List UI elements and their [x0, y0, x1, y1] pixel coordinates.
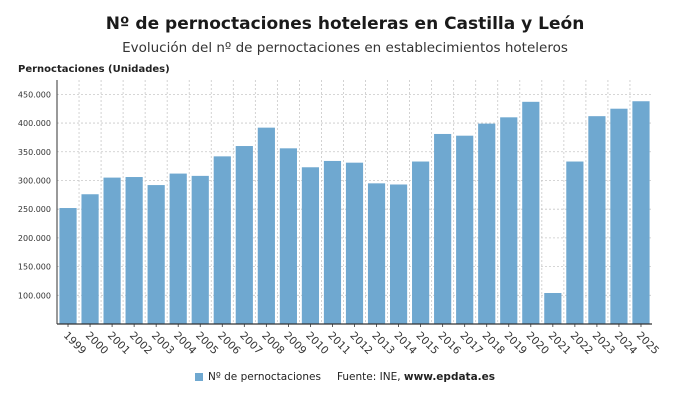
bar-2016	[434, 133, 452, 324]
bar-2003	[147, 185, 165, 324]
bar-2012	[345, 162, 364, 324]
bar-2023	[588, 116, 606, 325]
x-tick-label: 2012	[347, 330, 374, 357]
x-tick-label: 2005	[193, 330, 220, 357]
x-tick-label: 2009	[281, 330, 308, 357]
bar-2019	[500, 117, 518, 324]
x-tick-label: 2025	[634, 330, 661, 357]
bar-2002	[125, 177, 143, 324]
x-tick-label: 2021	[546, 330, 573, 357]
x-tick-label: 2008	[259, 330, 286, 357]
bar-2009	[279, 148, 297, 324]
y-axis-label: Pernoctaciones (Unidades)	[18, 64, 170, 75]
x-tick-label: 2014	[391, 330, 419, 358]
y-tick-label: 250.000	[18, 205, 51, 214]
x-tick-label: 2015	[413, 330, 440, 357]
x-tick-label: 1999	[61, 330, 88, 357]
bar-2013	[367, 183, 386, 324]
x-tick-label: 2006	[215, 330, 243, 358]
bar-2022	[566, 161, 584, 324]
bar-2015	[412, 161, 430, 324]
x-tick-label: 2020	[524, 330, 551, 357]
chart-title: Nº de pernoctaciones hoteleras en Castil…	[105, 14, 585, 34]
bar-2005	[191, 175, 209, 324]
y-tick-layer: 100.000 150.000 200.000 250.000 300.000 350.0…	[18, 90, 51, 300]
x-tick-layer: 1999200020012002200320042005200620072008…	[61, 324, 661, 357]
bar-2004	[169, 173, 187, 324]
bar-2008	[257, 127, 275, 324]
x-tick-label: 2023	[590, 330, 617, 357]
x-tick-label: 2018	[480, 330, 507, 357]
bar-2017	[456, 135, 474, 324]
x-tick-label: 2001	[105, 330, 132, 357]
y-tick-label: 450.000	[18, 90, 51, 99]
x-tick-label: 2007	[237, 330, 264, 357]
bar-2010	[301, 167, 320, 324]
legend: Nº de pernoctaciones Fuente: INE, www.epd…	[0, 371, 690, 383]
x-tick-label: 2004	[171, 330, 199, 358]
bar-2014	[389, 184, 408, 324]
source-note: Fuente: INE, www.epdata.es	[337, 371, 495, 383]
chart-subtitle: Evolución del nº de pernoctaciones en es…	[122, 40, 568, 56]
y-tick-label: 150.000	[18, 263, 51, 272]
bar-2020	[522, 101, 540, 324]
legend-series-label: Nº de pernoctaciones	[207, 371, 321, 383]
source-site: www.epdata.es	[403, 371, 496, 383]
x-tick-label: 2016	[436, 330, 464, 358]
x-tick-label: 2019	[502, 330, 529, 357]
x-tick-label: 2002	[127, 330, 154, 357]
y-tick-label: 350.000	[18, 148, 51, 157]
y-tick-label: 400.000	[18, 119, 51, 128]
bar-2018	[478, 123, 496, 325]
x-tick-label: 2013	[369, 330, 396, 357]
bar-2001	[103, 177, 121, 324]
legend-swatch	[194, 373, 203, 381]
bar-2024	[610, 108, 628, 325]
bar-2021	[544, 292, 562, 324]
bar-2006	[213, 156, 231, 324]
y-tick-label: 200.000	[18, 234, 51, 243]
bar-2011	[323, 160, 342, 324]
x-tick-label: 2024	[612, 330, 640, 358]
x-tick-label: 2017	[458, 330, 485, 357]
x-tick-label: 2010	[303, 330, 330, 357]
source-label: Fuente: INE,	[336, 371, 404, 383]
x-tick-label: 2003	[149, 330, 176, 357]
bar-layer	[59, 101, 650, 325]
x-tick-label: 2000	[83, 330, 110, 357]
bar-2025	[632, 101, 650, 324]
x-tick-label: 2022	[568, 330, 595, 357]
bar-2000	[81, 194, 99, 324]
bar-2007	[235, 146, 253, 324]
x-tick-label: 2011	[325, 330, 352, 357]
y-tick-label: 300.000	[18, 176, 51, 185]
y-tick-label: 100.000	[18, 291, 51, 300]
bar-1999	[59, 208, 77, 324]
